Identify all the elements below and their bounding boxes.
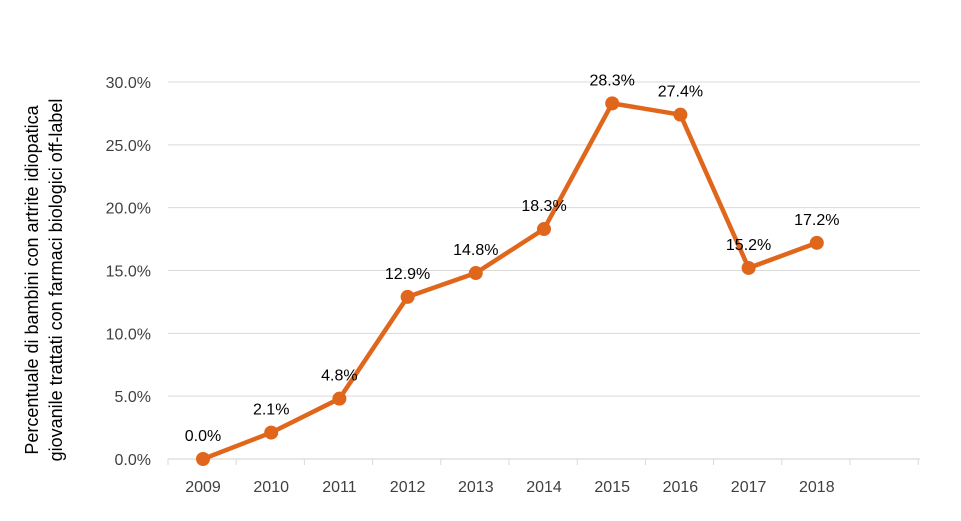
data-label-2015: 28.3% bbox=[590, 72, 635, 89]
data-label-2013: 14.8% bbox=[453, 242, 498, 259]
x-tick-label-2015: 2015 bbox=[594, 479, 630, 496]
x-tick-label-2011: 2011 bbox=[322, 479, 357, 496]
y-tick-label-1: 5.0% bbox=[115, 389, 151, 406]
data-point-2010 bbox=[264, 425, 279, 440]
x-tick-labels: 2009 2010 2011 2012 2013 2014 2015 2016 2017 2018 bbox=[185, 479, 834, 496]
data-point-2011 bbox=[332, 391, 347, 406]
gridlines bbox=[168, 81, 920, 460]
x-tick-label-2012: 2012 bbox=[390, 479, 426, 496]
y-tick-label-3: 15.0% bbox=[106, 264, 151, 281]
data-label-2011: 4.8% bbox=[321, 368, 357, 385]
data-point-2013 bbox=[468, 266, 483, 281]
x-tick-label-2009: 2009 bbox=[185, 479, 221, 496]
data-points bbox=[196, 96, 824, 466]
x-tick-label-2016: 2016 bbox=[663, 479, 699, 496]
data-label-2014: 18.3% bbox=[521, 198, 566, 215]
y-tick-label-4: 20.0% bbox=[106, 201, 151, 218]
y-axis-label-line-2: giovanile trattati con farmaci biologici… bbox=[46, 99, 66, 462]
data-point-2017 bbox=[741, 260, 756, 275]
data-point-2015 bbox=[605, 96, 620, 111]
y-axis-label-line-1: Percentuale di bambini con artrite idiop… bbox=[22, 104, 42, 454]
data-label-2017: 15.2% bbox=[726, 237, 771, 254]
y-tick-label-6: 30.0% bbox=[106, 75, 151, 92]
y-tick-label-5: 25.0% bbox=[106, 138, 151, 155]
x-tick-label-2018: 2018 bbox=[799, 479, 835, 496]
y-tick-label-2: 10.0% bbox=[106, 326, 151, 343]
axes bbox=[167, 458, 920, 465]
data-label-2018: 17.2% bbox=[794, 212, 839, 229]
y-tick-label-0: 0.0% bbox=[115, 452, 151, 469]
data-point-2012 bbox=[400, 289, 415, 304]
x-tick-label-2013: 2013 bbox=[458, 479, 494, 496]
x-tick-label-2014: 2014 bbox=[526, 479, 562, 496]
data-point-2018 bbox=[809, 235, 824, 250]
x-tick-label-2010: 2010 bbox=[253, 479, 289, 496]
y-tick-labels: 0.0% 5.0% 10.0% 15.0% 20.0% 25.0% 30.0% bbox=[106, 75, 151, 469]
data-labels: 0.0% 2.1% 4.8% 12.9% 14.8% 18.3% 28.3% 27.4% 15.… bbox=[185, 72, 840, 445]
x-tick-label-2017: 2017 bbox=[731, 479, 767, 496]
data-label-2009: 0.0% bbox=[185, 428, 221, 445]
data-label-2010: 2.1% bbox=[253, 402, 289, 419]
series-line-0 bbox=[200, 101, 820, 462]
data-label-2012: 12.9% bbox=[385, 266, 430, 283]
data-point-2016 bbox=[673, 107, 688, 122]
series-line-layer bbox=[200, 101, 820, 462]
data-point-2014 bbox=[537, 222, 551, 237]
data-point-2009 bbox=[196, 452, 210, 466]
data-label-2016: 27.4% bbox=[658, 84, 703, 101]
